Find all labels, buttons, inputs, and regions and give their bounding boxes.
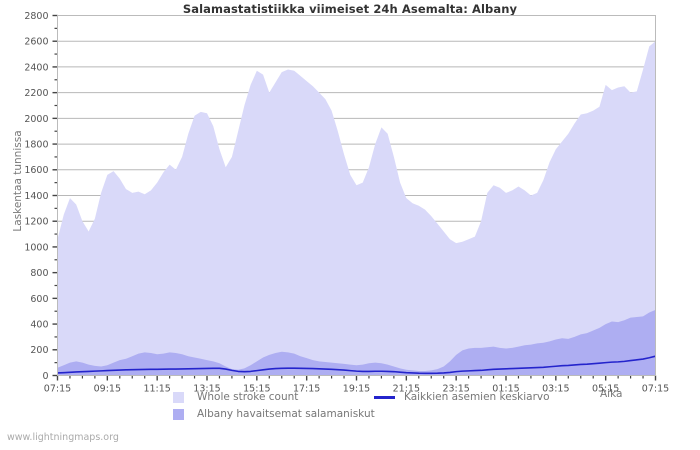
y-axis-tick-label: 1000 xyxy=(24,242,48,253)
y-axis-tick-label: 800 xyxy=(30,268,48,279)
y-axis-tick-label: 400 xyxy=(30,319,48,330)
x-axis-tick-label: 23:15 xyxy=(442,384,469,395)
legend-swatch-whole-stroke-count xyxy=(173,391,184,403)
x-axis-tick-label: 13:15 xyxy=(193,384,220,395)
x-axis-tick-label: 07:15 xyxy=(44,384,71,395)
y-axis-tick-label: 2000 xyxy=(24,114,48,125)
legend-swatch-station-average xyxy=(374,395,395,399)
y-axis-tick-label: 1600 xyxy=(24,165,48,176)
legend-item-albany-strokes: Albany havaitsemat salamaniskut xyxy=(173,408,375,420)
y-axis-tick-label: 1800 xyxy=(24,139,48,150)
x-axis-tick-label: 21:15 xyxy=(393,384,420,395)
series-line xyxy=(57,355,656,375)
x-axis-tick-label: 11:15 xyxy=(143,384,170,395)
y-axis-tick-label: 600 xyxy=(30,294,48,305)
y-axis-tick-label: 2600 xyxy=(24,37,48,48)
axis-tick-labels: 0 200 400 600 800 1000 1200 1400 1600 1800 2000 220… xyxy=(24,11,669,395)
legend-label-albany-strokes: Albany havaitsemat salamaniskut xyxy=(197,408,375,420)
page-title: Salamastatistiikka viimeiset 24h Asemalt… xyxy=(182,2,518,16)
legend-label-station-average: Kaikkien asemien keskiarvo xyxy=(404,391,550,403)
y-axis-tick-label: 1400 xyxy=(24,191,48,202)
legend-swatch-albany-strokes xyxy=(173,408,184,420)
series-area xyxy=(57,309,656,376)
x-axis-tick-label: 19:15 xyxy=(343,384,370,395)
y-axis-tick-label: 2200 xyxy=(24,88,48,99)
y-axis-tick-label: 200 xyxy=(30,345,48,356)
x-axis-tick-label: 05:15 xyxy=(592,384,619,395)
x-axis-tick-label: 01:15 xyxy=(492,384,519,395)
x-axis-tick-label: 03:15 xyxy=(542,384,569,395)
axis-ticks xyxy=(52,14,657,381)
y-axis-tick-label: 2800 xyxy=(24,11,48,22)
y-axis-tick-label: 2400 xyxy=(24,62,48,73)
x-axis-tick-label: 09:15 xyxy=(94,384,121,395)
series-areas xyxy=(57,41,656,376)
x-axis-title: Aika xyxy=(600,388,623,400)
plot-frame xyxy=(57,15,656,376)
legend-item-station-average: Kaikkien asemien keskiarvo xyxy=(374,391,550,403)
legend-label-whole-stroke-count: Whole stroke count xyxy=(197,391,299,403)
x-axis-tick-label: 15:15 xyxy=(243,384,270,395)
series-lines xyxy=(57,355,656,375)
x-axis-tick-label: 07:15 xyxy=(642,384,669,395)
series-area xyxy=(57,41,656,376)
y-axis-tick-label: 0 xyxy=(42,371,48,382)
x-axis-tick-label: 17:15 xyxy=(293,384,320,395)
y-axis-tick-label: 1200 xyxy=(24,217,48,228)
chart-legend: Whole stroke count Albany havaitsemat sa… xyxy=(0,390,700,424)
legend-item-whole-stroke-count: Whole stroke count xyxy=(173,391,298,403)
footer-attribution: www.lightningmaps.org xyxy=(7,432,119,443)
